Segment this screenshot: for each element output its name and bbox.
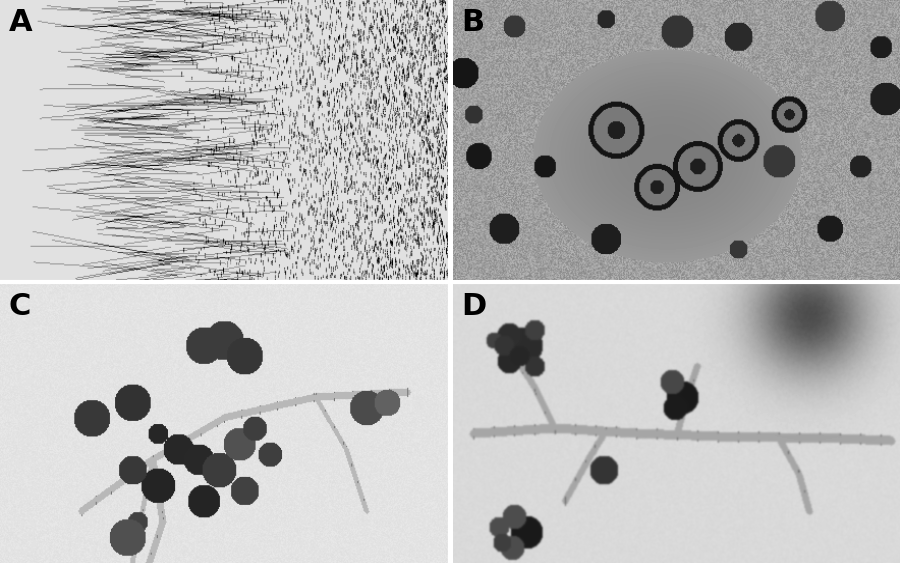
- Text: A: A: [9, 8, 32, 37]
- Text: B: B: [462, 8, 485, 37]
- Text: D: D: [462, 292, 487, 320]
- Text: C: C: [9, 292, 32, 320]
